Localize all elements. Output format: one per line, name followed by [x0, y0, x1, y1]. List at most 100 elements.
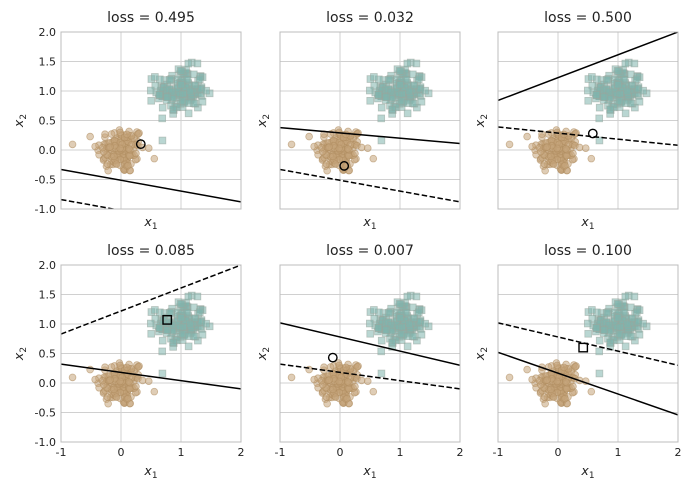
x-tick-label: 2 — [457, 446, 464, 459]
circle-point — [317, 143, 326, 152]
square-point — [370, 314, 379, 323]
circle-point — [331, 393, 340, 401]
circle-point — [342, 130, 350, 139]
circle-point — [325, 376, 333, 384]
circle-point — [547, 152, 555, 161]
subplot-5: loss = 0.007 -1 0 1 2 x1 x2 — [254, 243, 464, 481]
circle-point — [528, 375, 536, 384]
circle-point — [98, 376, 107, 385]
square-point — [635, 330, 644, 339]
circle-point — [329, 385, 337, 394]
square-point — [398, 90, 407, 98]
square-point — [583, 86, 592, 95]
circle-point — [369, 387, 378, 396]
y-axis-label: x2 — [472, 347, 490, 361]
square-point — [621, 332, 630, 340]
circle-point — [569, 382, 577, 391]
circle-point — [125, 378, 133, 386]
circle-point — [116, 361, 124, 370]
y-tick-label: 2.0 — [39, 259, 57, 272]
circle-point — [138, 376, 147, 385]
square-point — [630, 292, 639, 301]
square-point — [600, 93, 609, 101]
circle-point — [123, 363, 131, 372]
circle-point — [569, 149, 577, 158]
plot-area — [61, 265, 241, 408]
x-tick-label: 1 — [397, 446, 404, 459]
square-point — [198, 97, 207, 106]
circle-point — [150, 154, 159, 163]
subplot-title: loss = 0.007 — [326, 243, 414, 259]
subplot-title: loss = 0.500 — [544, 10, 632, 26]
circle-point — [540, 160, 549, 168]
axes-frame — [279, 31, 461, 210]
square-point — [595, 336, 604, 345]
dashed-margin-line — [280, 168, 460, 203]
circle-point — [150, 387, 159, 396]
square-point — [155, 324, 164, 332]
circle-point — [322, 393, 331, 401]
square-point — [151, 73, 159, 81]
square-point — [382, 93, 391, 101]
y-tick-label: 1.0 — [39, 318, 57, 331]
square-point — [179, 90, 188, 98]
circle-point — [110, 385, 118, 394]
square-point — [621, 59, 630, 68]
y-tick-label: 0.5 — [39, 348, 57, 361]
circle-point — [317, 376, 326, 385]
square-point — [184, 332, 193, 340]
y-axis-label: x2 — [11, 114, 29, 128]
x-tick-label: 2 — [238, 446, 245, 459]
circle-point — [335, 361, 343, 370]
square-point — [202, 319, 210, 328]
y-tick-label: 0.5 — [39, 115, 57, 128]
circle-point — [112, 160, 121, 168]
square-point — [614, 67, 622, 75]
circle-point — [323, 166, 331, 175]
square-point — [151, 81, 160, 90]
square-point — [595, 103, 604, 112]
square-point — [385, 76, 393, 84]
square-point — [632, 75, 641, 84]
square-point — [630, 59, 639, 68]
square-point — [374, 91, 383, 99]
axes-frame — [497, 264, 679, 443]
square-point — [414, 75, 423, 84]
square-point — [639, 319, 647, 328]
plot-area — [498, 291, 678, 416]
circle-point — [124, 394, 132, 403]
square-point — [183, 308, 192, 317]
circle-point — [541, 166, 549, 175]
axes-frame — [60, 264, 242, 443]
square-point — [412, 59, 421, 68]
square-point — [163, 93, 172, 101]
square-point — [605, 321, 614, 329]
square-point — [158, 136, 167, 145]
circle-point — [331, 160, 340, 168]
y-tick-label: -1.0 — [35, 436, 56, 449]
plot-area — [280, 58, 460, 203]
square-point — [616, 90, 625, 98]
square-point — [396, 313, 405, 322]
square-point — [600, 326, 609, 334]
square-point — [184, 342, 193, 351]
square-point — [635, 97, 644, 106]
circle-point — [134, 363, 143, 371]
square-point — [387, 321, 396, 329]
circle-point — [587, 387, 596, 396]
square-point — [377, 336, 386, 345]
square-point — [414, 308, 423, 317]
square-point — [417, 330, 426, 339]
square-point — [147, 96, 156, 105]
square-point — [370, 73, 378, 81]
square-point — [396, 300, 404, 308]
square-point — [402, 75, 411, 84]
solid-boundary-line — [61, 168, 241, 203]
dashed-margin-line — [61, 265, 241, 335]
square-point — [186, 87, 194, 96]
circle-point — [116, 128, 124, 137]
square-point — [603, 76, 611, 84]
square-point — [595, 136, 604, 145]
square-point — [365, 319, 374, 328]
square-point — [421, 86, 429, 95]
